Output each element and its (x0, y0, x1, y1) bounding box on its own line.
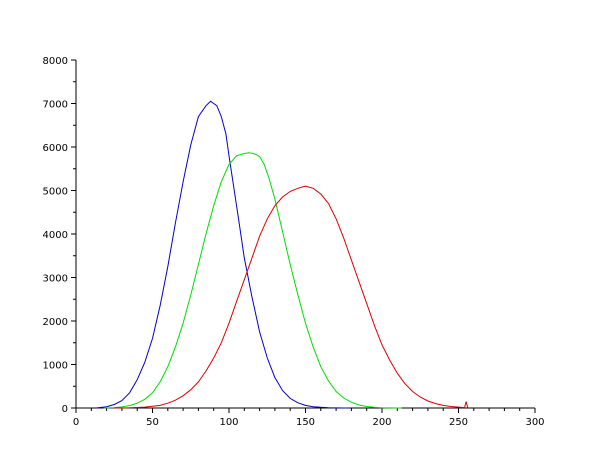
series-layer (95, 100, 469, 409)
y-tick-label: 3000 (43, 274, 68, 285)
x-tick-label: 50 (146, 417, 159, 428)
y-tick-label: 0 (62, 404, 68, 415)
x-tick-label: 250 (449, 417, 468, 428)
x-tick-label: 100 (219, 417, 238, 428)
y-tick-label: 5000 (43, 187, 68, 198)
y-tick-label: 7000 (43, 100, 68, 111)
x-tick-label: 0 (73, 417, 79, 428)
y-tick-label: 2000 (43, 317, 68, 328)
x-tick-label: 150 (296, 417, 315, 428)
y-tick-label: 1000 (43, 361, 68, 372)
red-series-line (114, 185, 469, 409)
x-tick-label: 300 (525, 417, 544, 428)
green-series-line (103, 152, 402, 409)
y-tick-label: 6000 (43, 143, 68, 154)
y-tick-label: 4000 (43, 230, 68, 241)
x-tick-label: 200 (372, 417, 391, 428)
blue-series-line (95, 100, 349, 409)
axes-layer: 0 50 100 150 200 250 3000100020003000400050006… (43, 56, 545, 428)
y-tick-label: 8000 (43, 56, 68, 67)
